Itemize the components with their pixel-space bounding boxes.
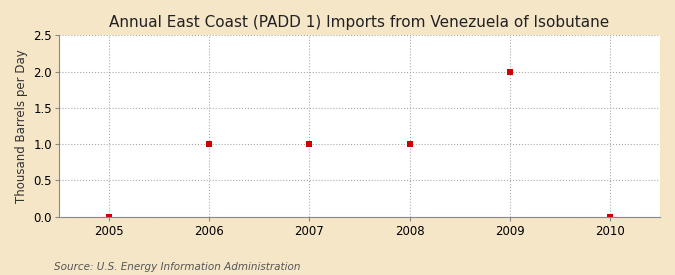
Text: Source: U.S. Energy Information Administration: Source: U.S. Energy Information Administ… bbox=[54, 262, 300, 272]
Title: Annual East Coast (PADD 1) Imports from Venezuela of Isobutane: Annual East Coast (PADD 1) Imports from … bbox=[109, 15, 610, 30]
Y-axis label: Thousand Barrels per Day: Thousand Barrels per Day bbox=[15, 49, 28, 203]
